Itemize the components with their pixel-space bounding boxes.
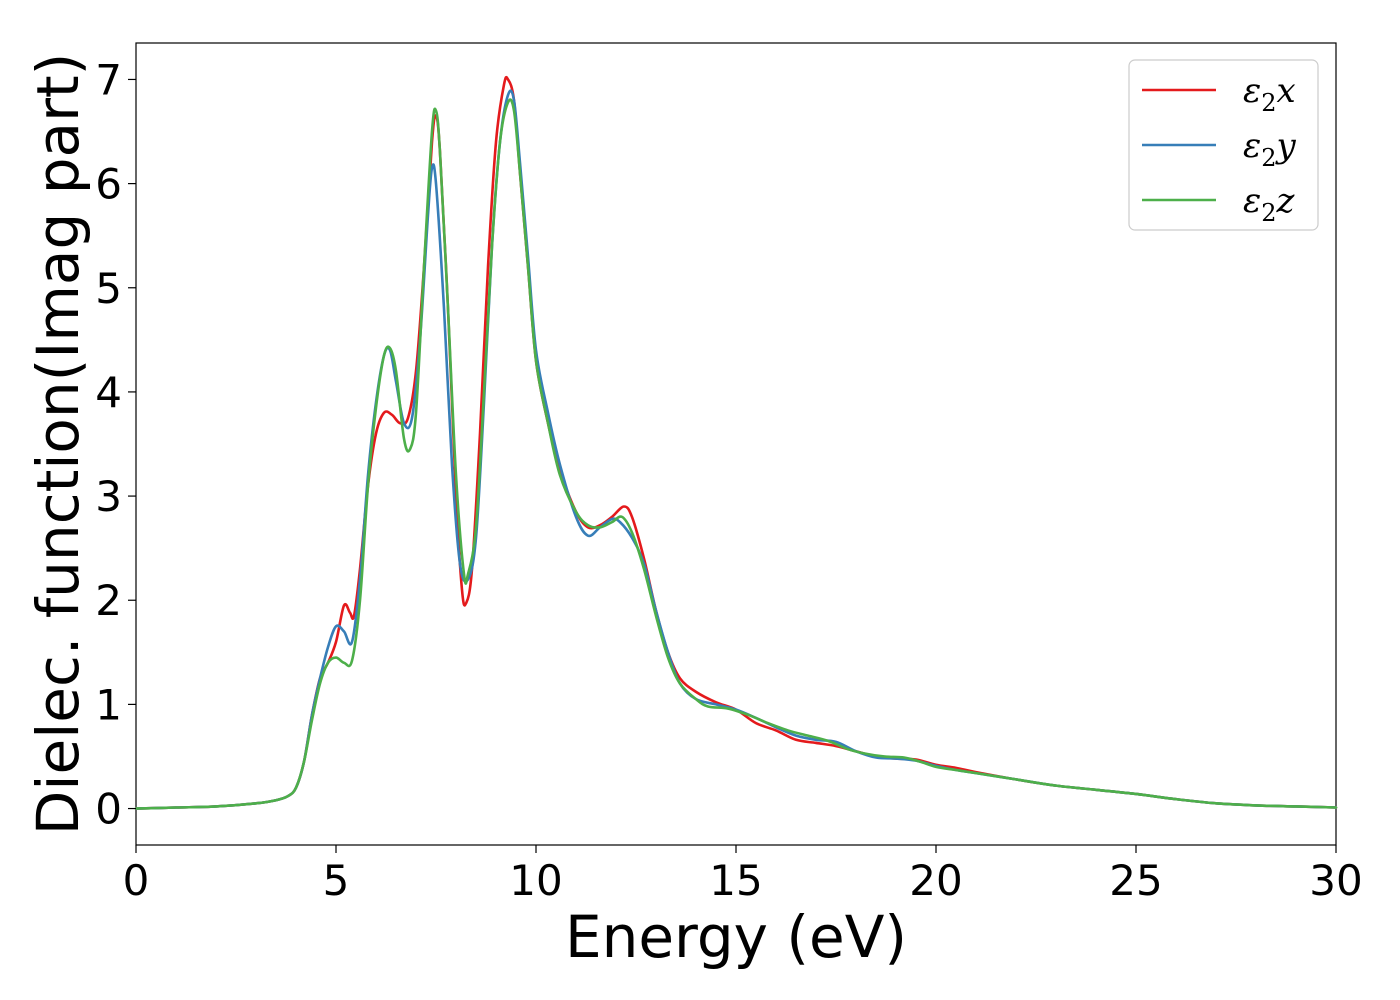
x-tick-label: 20: [909, 856, 962, 905]
y-tick-label: 2: [95, 576, 122, 625]
x-tick-label: 5: [323, 856, 350, 905]
x-tick-label: 0: [123, 856, 150, 905]
series-layer: [134, 75, 1338, 810]
legend-label-x: ε2x: [1243, 71, 1296, 117]
y-tick-label: 6: [95, 160, 122, 209]
legend-frame: [1128, 59, 1319, 231]
y-tick-label: 7: [95, 55, 122, 104]
y-tick-label: 3: [95, 472, 122, 521]
y-tick-label: 5: [95, 264, 122, 313]
x-tick-label: 30: [1309, 856, 1362, 905]
legend-label-z: ε2z: [1243, 181, 1296, 227]
y-axis-label: Dielec. function(Imag part): [24, 53, 92, 836]
legend-label-y: ε2y: [1243, 126, 1297, 172]
x-tick-label: 10: [509, 856, 562, 905]
x-tick-label: 25: [1109, 856, 1162, 905]
x-axis-label: Energy (eV): [565, 903, 907, 971]
legend: ε2x ε2y ε2z: [1128, 59, 1319, 231]
x-axis: 0 5 10 15 20 25 30: [123, 845, 1363, 905]
y-tick-label: 0: [95, 785, 122, 834]
x-tick-label: 15: [709, 856, 762, 905]
series-line-z: [134, 98, 1338, 810]
y-tick-label: 4: [95, 368, 122, 417]
y-tick-label: 1: [95, 680, 122, 729]
y-axis: 0 1 2 3 4 5 6 7: [95, 55, 136, 834]
